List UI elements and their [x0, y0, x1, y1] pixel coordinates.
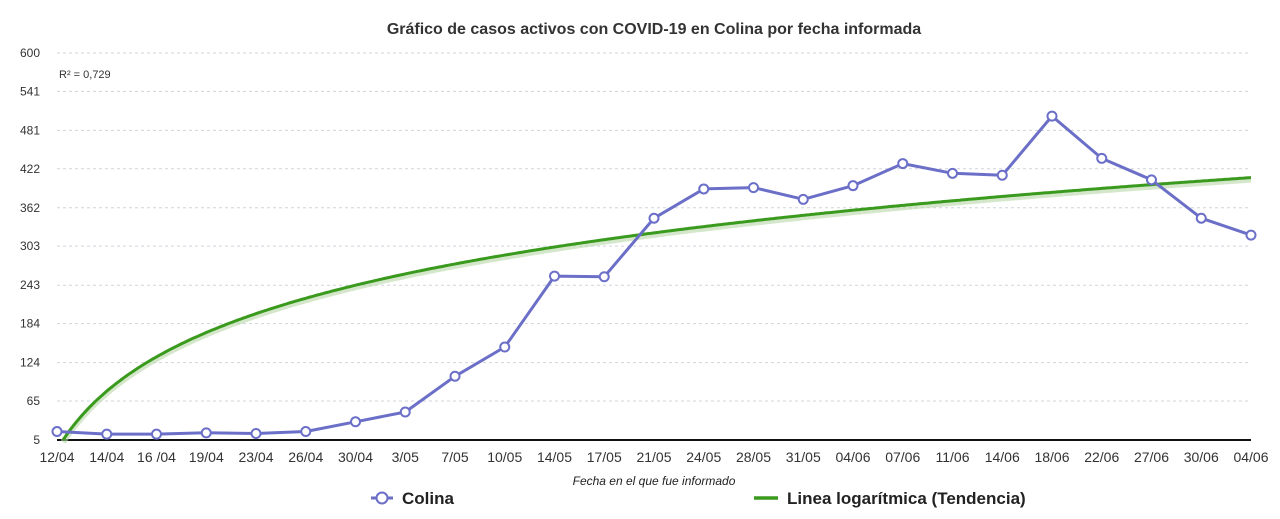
colina-point: [499, 341, 511, 353]
x-tick-label: 31/05: [786, 449, 821, 465]
y-tick-label: 184: [20, 317, 40, 331]
colina-line: [56, 114, 1252, 436]
y-axis-ticks: 5 65 124 184 243 303 362 422 481 541 600: [20, 46, 40, 447]
y-tick-label: 422: [20, 162, 40, 176]
trend-series: [60, 176, 1252, 444]
colina-point: [947, 167, 958, 179]
colina-point: [897, 158, 909, 170]
x-tick-label: 23/04: [238, 449, 273, 465]
trend-line-shadow: [60, 176, 1252, 444]
legend-item-colina: Colina: [371, 489, 454, 508]
x-tick-label: 12/04: [39, 449, 74, 465]
y-tick-label: 362: [20, 201, 40, 215]
colina-point: [1146, 174, 1157, 186]
x-axis-ticks: 12/04 14/04 16 /04 19/04 23/04 26/04 30/04 3/05…: [39, 449, 1268, 465]
colina-point: [250, 427, 262, 439]
x-tick-label: 3/05: [392, 449, 419, 465]
x-tick-label: 28/05: [736, 449, 771, 465]
legend-trend-label: Linea logarítmica (Tendencia): [787, 489, 1026, 508]
x-tick-label: 17/05: [587, 449, 622, 465]
colina-point: [1245, 229, 1257, 241]
colina-point: [1195, 212, 1207, 224]
colina-series: [51, 110, 1257, 440]
gridlines: [57, 52, 1251, 402]
colina-point: [51, 426, 63, 438]
x-tick-label: 14/04: [89, 449, 124, 465]
chart-title: Gráfico de casos activos con COVID-19 en…: [387, 21, 921, 38]
y-tick-label: 124: [20, 356, 40, 370]
colina-point: [399, 406, 411, 418]
x-tick-label: 27/06: [1134, 449, 1169, 465]
x-tick-label: 14/06: [985, 449, 1020, 465]
colina-point: [648, 212, 660, 224]
x-tick-label: 11/06: [936, 449, 970, 465]
x-tick-label: 07/06: [885, 449, 920, 465]
colina-point: [101, 428, 113, 440]
x-tick-label: 22/06: [1084, 449, 1119, 465]
y-tick-label: 243: [20, 278, 40, 292]
colina-point: [549, 270, 560, 282]
trend-line: [61, 176, 1252, 441]
x-tick-label: 21/05: [636, 449, 671, 465]
x-tick-label: 04/06: [835, 449, 870, 465]
colina-point: [200, 427, 212, 439]
colina-point: [151, 428, 162, 440]
legend-colina-marker: [375, 491, 389, 505]
x-tick-label: 18/06: [1034, 449, 1069, 465]
colina-point: [748, 182, 759, 194]
y-tick-label: 5: [33, 433, 40, 447]
y-tick-label: 481: [20, 123, 40, 137]
x-tick-label: 04/06: [1233, 449, 1268, 465]
x-tick-label: 14/05: [537, 449, 572, 465]
x-tick-label: 16 /04: [137, 449, 176, 465]
colina-point: [698, 183, 710, 195]
x-tick-label: 24/05: [686, 449, 721, 465]
colina-point: [300, 426, 312, 438]
x-tick-label: 26/04: [288, 449, 323, 465]
colina-point: [1096, 152, 1108, 164]
r-squared-annotation: R² = 0,729: [59, 69, 111, 81]
x-axis-label: Fecha en el que fue informado: [573, 474, 736, 488]
legend-colina-label: Colina: [402, 489, 454, 508]
x-tick-label: 30/06: [1184, 449, 1219, 465]
y-tick-label: 541: [20, 84, 40, 98]
legend: Colina Linea logarítmica (Tendencia): [371, 489, 1026, 508]
y-tick-label: 65: [27, 394, 41, 408]
legend-item-trend: Linea logarítmica (Tendencia): [754, 489, 1026, 508]
x-tick-label: 10/05: [487, 449, 522, 465]
colina-point: [797, 193, 809, 205]
colina-point: [598, 271, 610, 283]
x-tick-label: 19/04: [189, 449, 224, 465]
colina-point: [449, 370, 461, 382]
colina-point: [996, 169, 1008, 181]
colina-point: [847, 180, 859, 192]
y-tick-label: 600: [20, 46, 40, 60]
y-tick-label: 303: [20, 239, 40, 253]
colina-point: [350, 416, 361, 428]
x-tick-label: 7/05: [441, 449, 468, 465]
x-tick-label: 30/04: [338, 449, 373, 465]
colina-point: [1046, 110, 1058, 122]
